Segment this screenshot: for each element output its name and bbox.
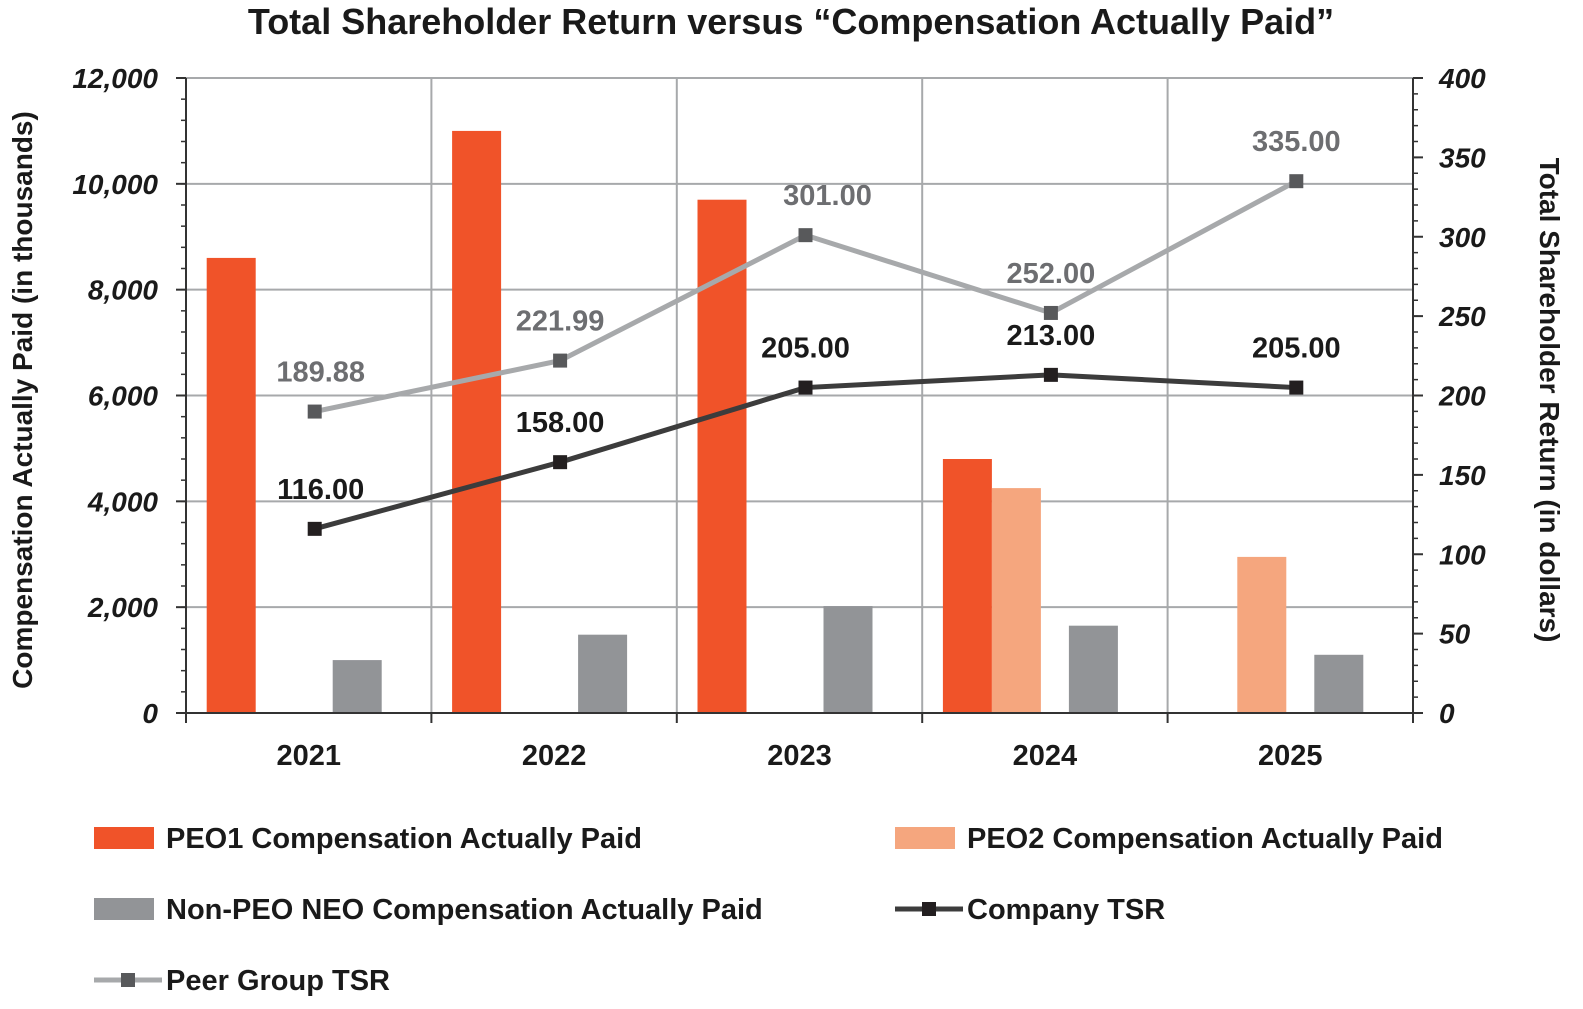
y-tick-label: 12,000 — [72, 63, 158, 94]
company-tsr-marker — [1289, 380, 1304, 395]
company-tsr-data-label: 116.00 — [277, 474, 364, 506]
legend-swatch-non-peo-neo-compensation-actually-paid — [94, 898, 154, 920]
company-tsr-data-label: 205.00 — [1252, 333, 1341, 365]
bar-peo1-compensation-actually-paid — [942, 459, 992, 713]
peer-group-tsr-data-label: 252.00 — [1007, 258, 1096, 290]
legend-swatch-peo1-compensation-actually-paid — [94, 827, 154, 849]
bar-peo1-compensation-actually-paid — [452, 130, 502, 713]
y-tick-label: 10,000 — [72, 169, 158, 200]
y2-tick-label: 250 — [1438, 301, 1486, 332]
peer-group-tsr-data-label: 221.99 — [516, 306, 605, 338]
y2-axis-label: Total Shareholder Return (in dollars) — [1534, 158, 1565, 643]
bars — [206, 130, 1364, 714]
peer-group-tsr-marker — [1289, 174, 1304, 189]
legend-label-peo2-compensation-actually-paid: PEO2 Compensation Actually Paid — [967, 823, 1443, 855]
x-tick-label: 2024 — [1013, 740, 1078, 772]
y2-tick-label: 400 — [1438, 63, 1486, 94]
peer-group-tsr-data-label: 189.88 — [276, 357, 365, 389]
data-labels: 189.88 221.99 301.00 252.00 335.00 116.00 158.… — [276, 126, 1340, 506]
legend-label-peer-group-tsr: Peer Group TSR — [166, 965, 390, 997]
bar-peo2-compensation-actually-paid — [1237, 556, 1287, 713]
peer-group-tsr-data-label: 301.00 — [783, 180, 872, 212]
legend-marker-peer-group-tsr — [121, 973, 135, 987]
grid — [186, 77, 1413, 713]
company-tsr-data-label: 158.00 — [516, 407, 605, 439]
legend: PEO1 Compensation Actually Paid PEO2 Comp… — [94, 823, 1443, 997]
x-tick-label: 2021 — [276, 740, 341, 772]
bar-non-peo-neo-compensation-actually-paid — [1314, 654, 1364, 713]
bar-non-peo-neo-compensation-actually-paid — [578, 634, 628, 713]
company-tsr-marker — [798, 380, 813, 395]
x-tick-label: 2022 — [522, 740, 587, 772]
bar-non-peo-neo-compensation-actually-paid — [1068, 625, 1118, 713]
tsr-lines — [307, 174, 1304, 536]
axes: 0 2,000 4,000 6,000 8,000 10,000 12,000 0 50 100 1… — [72, 63, 1486, 772]
y-tick-label: 4,000 — [87, 486, 158, 517]
y2-tick-label: 350 — [1439, 142, 1486, 173]
y2-tick-label: 300 — [1439, 222, 1486, 253]
peer-group-tsr-marker — [798, 228, 813, 243]
bar-non-peo-neo-compensation-actually-paid — [332, 660, 382, 713]
company-tsr-marker — [1043, 367, 1058, 382]
y-tick-label: 8,000 — [88, 275, 158, 306]
y2-tick-label: 150 — [1439, 460, 1486, 491]
legend-marker-company-tsr — [922, 902, 936, 916]
peer-group-tsr-marker — [1043, 305, 1058, 320]
peer-group-tsr-marker — [307, 404, 322, 419]
y2-tick-label: 50 — [1439, 619, 1471, 650]
company-tsr-marker — [553, 455, 568, 470]
y2-tick-label: 200 — [1438, 381, 1486, 412]
y2-tick-label: 100 — [1439, 539, 1486, 570]
y-tick-label: 6,000 — [88, 381, 158, 412]
legend-label-company-tsr: Company TSR — [967, 894, 1165, 926]
bar-non-peo-neo-compensation-actually-paid — [823, 606, 873, 713]
x-tick-label: 2023 — [767, 740, 832, 772]
y-tick-label: 0 — [142, 698, 158, 729]
company-tsr-data-label: 213.00 — [1007, 320, 1096, 352]
y-axis-label: Compensation Actually Paid (in thousands… — [7, 111, 38, 689]
x-tick-label: 2025 — [1258, 740, 1323, 772]
bar-peo1-compensation-actually-paid — [206, 257, 256, 713]
bar-peo2-compensation-actually-paid — [991, 488, 1041, 713]
chart-title: Total Shareholder Return versus “Compens… — [248, 1, 1334, 42]
company-tsr-data-label: 205.00 — [761, 333, 850, 365]
y-tick-label: 2,000 — [87, 592, 158, 623]
legend-label-peo1-compensation-actually-paid: PEO1 Compensation Actually Paid — [166, 823, 642, 855]
y2-tick-label: 0 — [1439, 698, 1455, 729]
company-tsr-marker — [307, 521, 322, 536]
peer-group-tsr-data-label: 335.00 — [1252, 126, 1341, 158]
legend-swatch-peo2-compensation-actually-paid — [895, 827, 955, 849]
legend-label-non-peo-neo-compensation-actually-paid: Non-PEO NEO Compensation Actually Paid — [166, 894, 763, 926]
peer-group-tsr-marker — [553, 353, 568, 368]
